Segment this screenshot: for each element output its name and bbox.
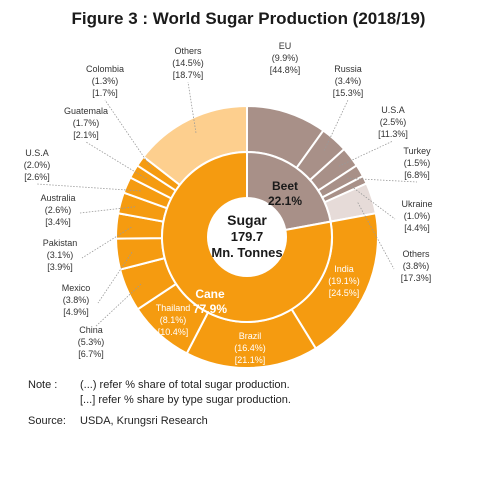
chart-title: Figure 3 : World Sugar Production (2018/…: [71, 9, 426, 28]
outer-label-beet-russia-name: Russia: [334, 64, 362, 74]
note-line-2: [...] refer % share by type sugar produc…: [80, 394, 291, 406]
notes: Note : (...) refer % share of total suga…: [28, 378, 291, 429]
outer-label-cane-brazil-name: Brazil: [239, 331, 262, 341]
outer-label-beet-eu-share-type: [44.8%]: [270, 65, 301, 75]
outer-label-beet-russia-share-type: [15.3%]: [333, 88, 364, 98]
outer-label-beet-eu-share-total: (9.9%): [272, 53, 299, 63]
outer-label-cane-u-s-a-leader-line: [36, 183, 141, 192]
note-line-1: (...) refer % share of total sugar produ…: [80, 379, 290, 391]
note-label: Note :: [28, 379, 58, 391]
outer-label-cane-guatemala-share-type: [2.1%]: [73, 130, 99, 140]
outer-label-cane-australia-name: Australia: [40, 193, 75, 203]
outer-label-cane-guatemala-share-total: (1.7%): [73, 118, 100, 128]
outer-label-beet-russia-share-total: (3.4%): [335, 76, 362, 86]
donut-hole: [207, 197, 287, 277]
inner-label-beet: Beet: [272, 179, 298, 193]
outer-label-cane-u-s-a-share-total: (2.0%): [24, 160, 51, 170]
inner-slice-cane: [161, 150, 333, 323]
outer-label-cane-colombia-share-total: (1.3%): [92, 76, 119, 86]
outer-label-beet-turkey-leader-line: [347, 177, 418, 183]
center-label-line1: Sugar: [227, 212, 267, 228]
outer-label-cane-colombia-name: Colombia: [86, 64, 124, 74]
center-label-line2: 179.7: [231, 229, 264, 244]
inner-pct-beet: 22.1%: [268, 194, 302, 208]
outer-label-cane-mexico-share-type: [4.9%]: [63, 307, 89, 317]
outer-label-beet-u-s-a-leader-line: [338, 140, 394, 167]
outer-label-beet-ukraine-share-total: (1.0%): [404, 211, 431, 221]
outer-label-cane-mexico-leader-line: [97, 252, 133, 304]
outer-label-beet-ukraine-name: Ukraine: [401, 199, 432, 209]
outer-label-beet-u-s-a-share-type: [11.3%]: [378, 129, 408, 139]
outer-label-beet-turkey-name: Turkey: [403, 146, 431, 156]
inner-label-cane: Cane: [195, 287, 225, 301]
outer-label-cane-thailand-name: Thailand: [156, 303, 191, 313]
inner-ring: [161, 150, 333, 323]
outer-label-beet-ukraine-leader-line: [351, 185, 396, 220]
outer-label-beet-turkey-share-total: (1.5%): [404, 158, 431, 168]
outer-label-cane-india-share-total: (19.1%): [328, 276, 360, 286]
outer-label-beet-others-name: Others: [402, 249, 430, 259]
outer-label-cane-u-s-a-share-type: [2.6%]: [24, 172, 50, 182]
outer-label-cane-thailand-share-total: (8.1%): [160, 315, 187, 325]
outer-label-beet-eu-name: EU: [279, 41, 292, 51]
outer-label-cane-pakistan-leader-line: [81, 226, 132, 259]
outer-label-cane-pakistan-name: Pakistan: [43, 238, 78, 248]
outer-label-cane-others-share-total: (14.5%): [172, 58, 204, 68]
outer-label-cane-brazil-share-total: (16.4%): [234, 343, 266, 353]
outer-label-cane-colombia-leader-line: [104, 99, 153, 170]
outer-label-cane-india-share-type: [24.5%]: [329, 288, 360, 298]
outer-label-cane-others-share-type: [18.7%]: [173, 70, 204, 80]
source-text: USDA, Krungsri Research: [80, 415, 208, 427]
outer-label-beet-others-leader-line: [357, 202, 395, 270]
outer-label-beet-u-s-a-share-total: (2.5%): [380, 117, 407, 127]
outer-label-cane-australia-share-total: (2.6%): [45, 205, 72, 215]
outer-label-beet-ukraine-share-type: [4.4%]: [404, 223, 430, 233]
outer-label-cane-australia-share-type: [3.4%]: [45, 217, 71, 227]
outer-label-cane-china-share-total: (5.3%): [78, 337, 105, 347]
center-label: Sugar 179.7 Mn. Tonnes: [211, 212, 282, 260]
outer-label-beet-others-share-type: [17.3%]: [401, 273, 432, 283]
outer-label-cane-china-name: China: [79, 325, 103, 335]
outer-label-cane-china-share-type: [6.7%]: [78, 349, 104, 359]
center-label-line3: Mn. Tonnes: [211, 245, 282, 260]
outer-label-cane-pakistan-share-type: [3.9%]: [47, 262, 73, 272]
outer-label-beet-u-s-a-name: U.S.A: [381, 105, 405, 115]
outer-label-cane-others-leader-line: [187, 81, 197, 133]
outer-label-cane-u-s-a-name: U.S.A: [25, 148, 49, 158]
outer-label-beet-others-share-total: (3.8%): [403, 261, 430, 271]
outer-ring: [114, 104, 379, 369]
outer-label-beet-turkey-share-type: [6.8%]: [404, 170, 430, 180]
source-label: Source:: [28, 415, 66, 427]
outer-label-cane-colombia-share-type: [1.7%]: [92, 88, 118, 98]
outer-label-cane-brazil-share-type: [21.1%]: [235, 355, 266, 365]
outer-label-cane-pakistan-share-total: (3.1%): [47, 250, 74, 260]
inner-pct-cane: 77.9%: [193, 302, 227, 316]
leader-lines: [36, 81, 418, 328]
outer-label-cane-mexico-share-total: (3.8%): [63, 295, 90, 305]
outer-label-beet-russia-leader-line: [323, 99, 349, 151]
outer-label-cane-thailand-share-type: [10.4%]: [158, 327, 189, 337]
outer-label-cane-guatemala-name: Guatemala: [64, 106, 108, 116]
outer-label-cane-australia-leader-line: [79, 206, 136, 214]
outer-label-cane-others-name: Others: [174, 46, 202, 56]
outer-label-cane-mexico-name: Mexico: [62, 283, 91, 293]
outer-label-cane-china-leader-line: [94, 283, 142, 328]
outer-label-cane-india-name: India: [334, 264, 354, 274]
